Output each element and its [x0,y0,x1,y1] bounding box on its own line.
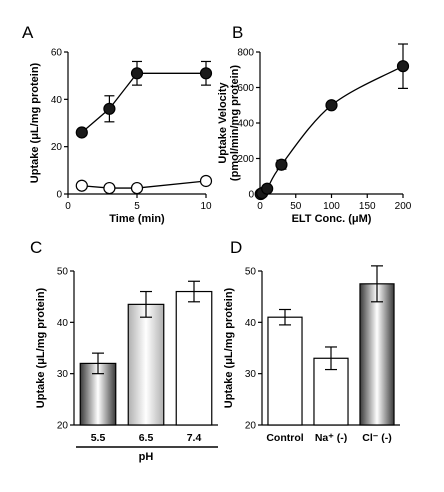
panel-a-y-tick-label: 60 [51,48,63,59]
panel-a-y-tick-label: 40 [51,95,63,106]
panel-b-y-tick-label: 800 [237,48,254,59]
panel-c-y-axis-label: Uptake (μL/mg protein) [35,287,47,408]
panel-a-y-axis-label: Uptake (μL/mg protein) [29,62,41,183]
panel-c-category-label: 5.5 [91,432,106,444]
panel-c-y-tick-label: 40 [57,318,69,329]
panel-a-series-1-point [199,174,213,188]
panel-a-y-tick-label: 20 [51,142,63,153]
panel-a-series-1-point [103,181,116,195]
panel-a-x-axis-label: Time (min) [109,213,165,225]
panel-d-bar [359,283,395,426]
panel-b-y-tick-label: 400 [237,119,254,130]
panel-a-x-tick-label: 0 [65,201,71,212]
panel-b-y-tick-label: 200 [237,154,254,165]
panel-d-category-label: Control [266,432,303,444]
panel-d-y-axis-label: Uptake (μL/mg protein) [223,287,235,408]
panel-b-series-0-line [260,65,404,195]
panel-c-label: C [30,238,42,257]
panel-b-x-tick-label: 150 [359,201,376,212]
panel-c-category-label: 6.5 [139,432,154,444]
panel-b-y-axis-label-2: (pmol/min/mg protein) [229,65,241,181]
panel-c-bar [127,303,165,426]
panel-a-series-1-line [81,180,207,189]
panel-a-label: A [22,23,34,42]
panel-a-x-tick-label: 10 [200,201,212,212]
panel-a-series-0-point [199,67,213,80]
panel-b-x-tick-label: 100 [323,201,340,212]
panel-b-x-tick-label: 50 [290,201,302,212]
panel-a-y-tick-label: 0 [56,190,62,201]
panel-b-y-axis-label: Uptake Velocity [217,81,229,163]
panel-c-y-tick-label: 20 [57,421,69,432]
panel-c-y-tick-label: 30 [57,369,69,380]
panel-c-category-label: 7.4 [187,432,202,444]
panel-c: C 20 30 40 50 Uptake (μL/mg protein) 5.5 6.5 7.… [30,238,218,463]
panel-b-series-0-point [275,158,288,171]
panel-d-y-tick-label: 20 [245,421,257,432]
panel-d-y-tick-label: 30 [245,369,257,380]
panel-b-series-0-point [396,60,410,73]
panel-a-series-1-point [75,179,88,192]
panel-b-y-tick-label: 0 [248,190,254,201]
panel-d-y-tick-label: 40 [245,318,257,329]
panel-a-series-0-line [81,72,206,133]
panel-d-y-tick-label: 50 [245,267,257,278]
panel-a-series-0-point [130,67,144,80]
panel-b: B 0 200 400 600 800 0 50 100 150 200 ELT Conc. (μM… [217,23,412,225]
panel-b-x-tick-label: 0 [257,201,263,212]
panel-c-y-tick-label: 50 [57,267,69,278]
panel-d-category-label: Na⁺ (-) [315,432,347,444]
panel-d: D 20 30 40 50 Uptake (μL/mg protein) Control N… [223,238,400,444]
panel-a-series-1-point [130,181,144,195]
panel-d-label: D [230,238,242,257]
panel-a: A 0 20 40 60 0 5 10 Time (min) Uptake (μL/mg pro… [22,23,213,225]
panel-b-y-tick-label: 600 [237,83,254,94]
panel-b-series-0-point [325,99,338,112]
panel-c-x-axis-label: pH [139,451,154,463]
panel-c-bar [175,290,213,426]
panel-b-x-axis-label: ELT Conc. (μM) [292,213,372,225]
panel-b-x-tick-label: 200 [395,201,412,212]
panel-b-series-0-point [261,182,274,195]
panel-a-x-tick-label: 5 [134,201,140,212]
panel-a-series-0-point [75,126,88,139]
panel-d-category-label: Cl⁻ (-) [362,432,391,444]
panel-d-bar [267,316,303,426]
panel-a-series-0-point [103,102,116,115]
panel-b-label: B [232,23,243,42]
